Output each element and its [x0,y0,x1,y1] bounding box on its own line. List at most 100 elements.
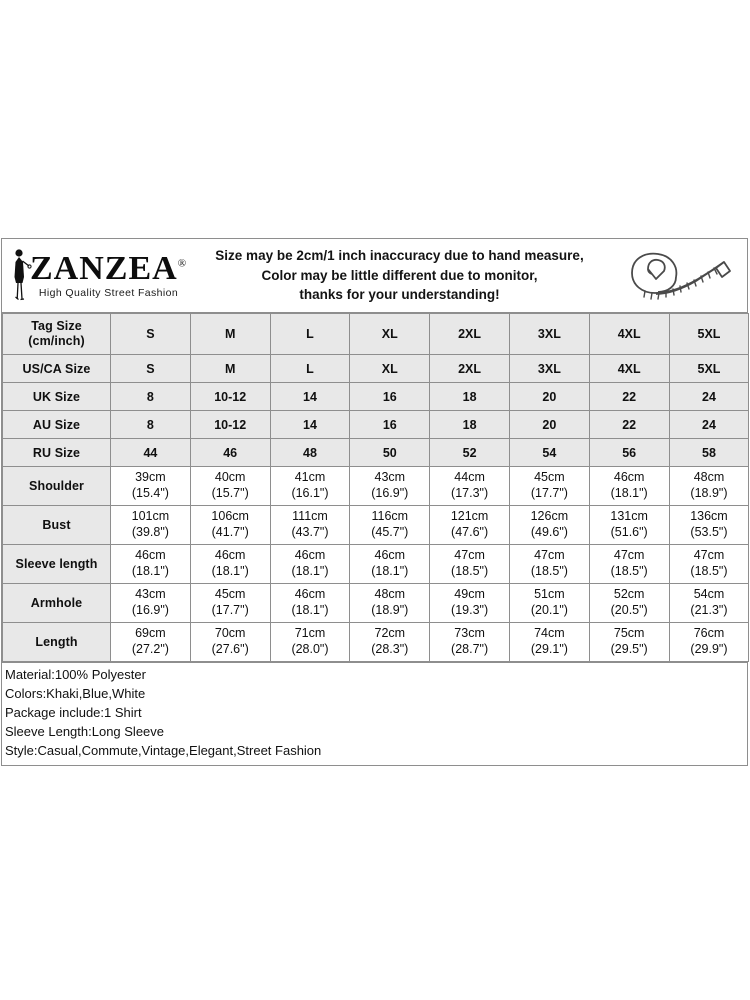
value-cm: 116cm [371,509,409,524]
value-inch: (18.1") [291,564,329,578]
cell-sleeve-3: 46cm (18.1") [349,544,431,584]
detail-style: Style:Casual,Commute,Vintage,Elegant,Str… [5,742,322,758]
row-label-tag-size: Tag Size (cm/inch) [2,313,111,355]
cell-length-3: 72cm (28.3") [349,622,431,662]
cell-length-1: 70cm (27.6") [189,622,271,662]
cell-bust-2: 111cm (43.7") [269,505,351,545]
value-cm: 46cm [214,548,246,563]
value-cm: 46cm [294,548,326,563]
cell-au-5: 20 [508,410,590,439]
value-inch: (18.1") [211,564,249,578]
value-inch: (29.9") [690,642,728,656]
value-cm: 54cm [693,587,725,602]
size-table: Tag Size (cm/inch) S M L XL 2XL 3XL 4XL … [2,313,750,662]
value-inch: (15.4") [131,486,169,500]
cell-us-ca-6: 4XL [588,354,670,383]
row-label-au-size: AU Size [2,410,111,439]
cell-bust-6: 131cm (51.6") [588,505,670,545]
value-cm: 43cm [135,587,166,602]
value-inch: (43.7") [291,525,329,539]
cell-length-4: 73cm (28.7") [429,622,510,662]
registered-mark: ® [177,257,188,270]
value-cm: 75cm [613,626,645,641]
cell-shoulder-2: 41cm (16.1") [269,466,351,506]
value-cm: 49cm [454,587,485,602]
value-cm: 71cm [294,626,326,641]
table-row-sleeve-length: Sleeve length 46cm (18.1") 46cm (18.1") 46… [2,544,750,584]
cell-uk-7: 24 [668,382,750,411]
value-cm: 48cm [374,587,406,602]
size-table-body: Tag Size (cm/inch) S M L XL 2XL 3XL 4XL … [2,313,750,662]
tag-size-line-1: Tag Size [31,319,82,333]
value-cm: 70cm [214,626,246,641]
cell-uk-1: 10-12 [189,382,271,411]
row-label-uk-size: UK Size [2,382,111,411]
value-inch: (17.7") [211,603,249,617]
value-cm: 121cm [450,509,489,524]
detail-material: Material:100% Polyester [5,667,146,682]
cell-uk-6: 22 [588,382,670,411]
value-inch: (47.6") [451,525,489,539]
cell-us-ca-2: L [269,354,351,383]
cell-tag-size-0: S [110,313,191,355]
row-label-us-ca-size: US/CA Size [2,354,111,383]
table-row-shoulder: Shoulder 39cm (15.4") 40cm (15.7") 41cm (16… [2,466,750,506]
value-cm: 41cm [294,470,326,485]
value-inch: (29.1") [530,642,568,656]
value-cm: 69cm [135,626,166,641]
table-row-tag-size: Tag Size (cm/inch) S M L XL 2XL 3XL 4XL … [2,313,750,355]
value-cm: 47cm [693,548,725,563]
cell-sleeve-0: 46cm (18.1") [110,544,191,584]
value-inch: (27.6") [211,642,249,656]
value-cm: 40cm [214,470,246,485]
value-inch: (39.8") [131,525,169,539]
cell-armhole-2: 46cm (18.1") [269,583,351,623]
row-label-armhole: Armhole [2,583,111,623]
detail-sleeve-length: Sleeve Length:Long Sleeve [5,723,165,739]
row-label-ru-size: RU Size [2,438,111,467]
cell-shoulder-1: 40cm (15.7") [189,466,271,506]
cell-us-ca-3: XL [349,354,431,383]
value-inch: (18.9") [371,603,409,617]
cell-ru-2: 48 [269,438,351,467]
table-row-au-size: AU Size 8 10-12 14 16 18 20 22 24 [2,410,750,439]
value-inch: (18.1") [291,603,329,617]
woman-silhouette-icon [8,247,32,305]
value-inch: (29.5") [610,642,648,656]
cell-tag-size-2: L [269,313,351,355]
cell-sleeve-1: 46cm (18.1") [189,544,271,584]
value-inch: (17.3") [451,486,489,500]
cell-au-7: 24 [668,410,750,439]
value-cm: 45cm [214,587,246,602]
value-cm: 48cm [693,470,725,485]
cell-bust-0: 101cm (39.8") [110,505,191,545]
cell-length-6: 75cm (29.5") [588,622,670,662]
value-inch: (15.7") [211,486,249,500]
cell-armhole-3: 48cm (18.9") [349,583,431,623]
cell-shoulder-0: 39cm (15.4") [110,466,191,506]
cell-sleeve-4: 47cm (18.5") [429,544,510,584]
cell-ru-4: 52 [429,438,510,467]
value-cm: 47cm [454,548,485,563]
cell-bust-4: 121cm (47.6") [429,505,510,545]
cell-uk-5: 20 [508,382,590,411]
cell-au-3: 16 [349,410,431,439]
value-inch: (28.0") [291,642,329,656]
value-cm: 101cm [131,509,170,524]
notice-line-2: Color may be little different due to mon… [261,267,538,283]
brand-name: ZANZEA [30,250,178,287]
value-cm: 39cm [135,470,166,485]
cell-au-6: 22 [588,410,670,439]
value-cm: 43cm [374,470,406,485]
value-inch: (18.5") [690,564,728,578]
cell-armhole-5: 51cm (20.1") [508,583,590,623]
cell-shoulder-5: 45cm (17.7") [508,466,590,506]
cell-au-4: 18 [429,410,510,439]
cell-tag-size-1: M [189,313,271,355]
row-label-bust: Bust [2,505,111,545]
cell-bust-3: 116cm (45.7") [349,505,431,545]
row-label-shoulder: Shoulder [2,466,111,506]
row-label-length: Length [2,622,111,662]
cell-length-5: 74cm (29.1") [508,622,590,662]
value-cm: 44cm [454,470,485,485]
